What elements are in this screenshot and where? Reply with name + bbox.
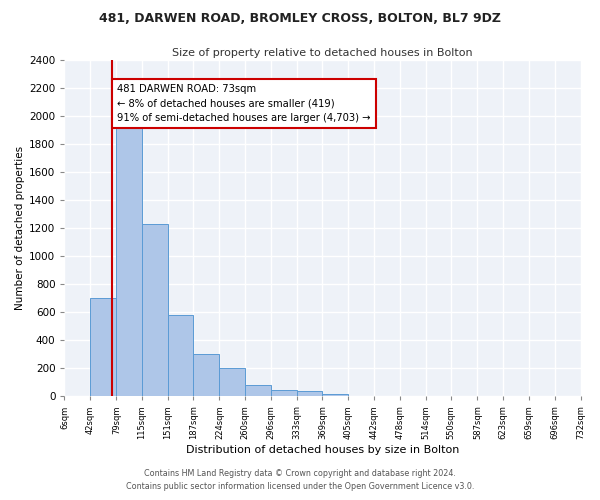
Text: 481, DARWEN ROAD, BROMLEY CROSS, BOLTON, BL7 9DZ: 481, DARWEN ROAD, BROMLEY CROSS, BOLTON,… (99, 12, 501, 26)
Bar (245, 385, 271, 396)
Bar (193, 354, 220, 397)
Bar (322, 394, 348, 396)
X-axis label: Distribution of detached houses by size in Bolton: Distribution of detached houses by size … (186, 445, 459, 455)
Bar (142, 224, 167, 396)
Y-axis label: Number of detached properties: Number of detached properties (15, 146, 25, 310)
Bar (220, 368, 245, 396)
Bar (90, 298, 116, 396)
Bar (167, 315, 193, 396)
Bar (297, 391, 322, 396)
Title: Size of property relative to detached houses in Bolton: Size of property relative to detached ho… (172, 48, 473, 58)
Text: Contains HM Land Registry data © Crown copyright and database right 2024.
Contai: Contains HM Land Registry data © Crown c… (126, 470, 474, 491)
Bar (271, 390, 297, 396)
Bar (116, 123, 142, 396)
Text: 481 DARWEN ROAD: 73sqm
← 8% of detached houses are smaller (419)
91% of semi-det: 481 DARWEN ROAD: 73sqm ← 8% of detached … (117, 84, 371, 123)
